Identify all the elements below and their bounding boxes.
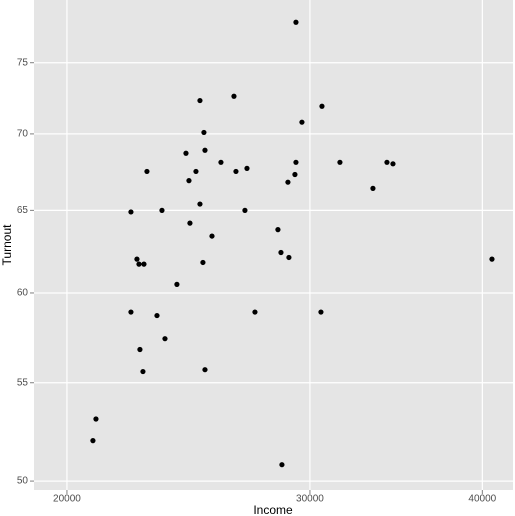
- point: [279, 462, 285, 468]
- point: [285, 179, 291, 185]
- point: [201, 129, 207, 136]
- point: [278, 249, 284, 256]
- point: [144, 168, 150, 175]
- point: [489, 256, 495, 262]
- point: [209, 233, 215, 239]
- y-tick-label: 75: [17, 57, 29, 68]
- y-tick-label: 55: [17, 377, 29, 388]
- point: [292, 171, 298, 178]
- point: [93, 416, 99, 422]
- point: [90, 438, 96, 444]
- x-tick-label: 40000: [468, 494, 496, 505]
- point: [159, 207, 165, 213]
- point: [370, 185, 376, 191]
- point: [299, 119, 305, 125]
- point: [193, 168, 199, 175]
- y-tick-label: 50: [17, 476, 29, 487]
- point: [337, 159, 343, 165]
- point: [318, 309, 324, 315]
- point: [244, 165, 250, 171]
- point: [390, 161, 396, 167]
- point: [218, 159, 224, 165]
- x-tick-label: 20000: [53, 494, 81, 505]
- point: [233, 168, 239, 175]
- point: [231, 93, 237, 99]
- point: [293, 19, 299, 25]
- point: [128, 309, 134, 315]
- point: [137, 346, 143, 353]
- point: [286, 254, 292, 261]
- point: [141, 261, 147, 267]
- point: [128, 209, 134, 215]
- point: [197, 97, 203, 104]
- y-axis-title: Turnout: [0, 224, 14, 266]
- point: [384, 159, 390, 165]
- point: [186, 178, 192, 184]
- point: [202, 147, 208, 153]
- y-tick-label: 60: [17, 288, 29, 299]
- point: [134, 256, 140, 262]
- y-tick-label: 65: [17, 205, 29, 216]
- point: [293, 159, 299, 165]
- x-tick-label: 30000: [296, 494, 324, 505]
- point: [252, 309, 258, 315]
- point: [162, 336, 168, 342]
- point: [275, 226, 281, 233]
- point: [200, 259, 206, 266]
- point: [154, 312, 160, 319]
- plot-panel: [34, 0, 513, 490]
- y-tick-label: 70: [17, 129, 29, 140]
- x-axis-title: Income: [253, 503, 293, 516]
- point: [202, 367, 208, 373]
- point: [187, 220, 193, 226]
- point: [242, 207, 248, 213]
- point: [140, 368, 146, 375]
- point: [174, 281, 180, 287]
- point: [197, 201, 203, 207]
- point: [319, 103, 325, 109]
- point: [136, 261, 142, 267]
- point: [183, 150, 189, 156]
